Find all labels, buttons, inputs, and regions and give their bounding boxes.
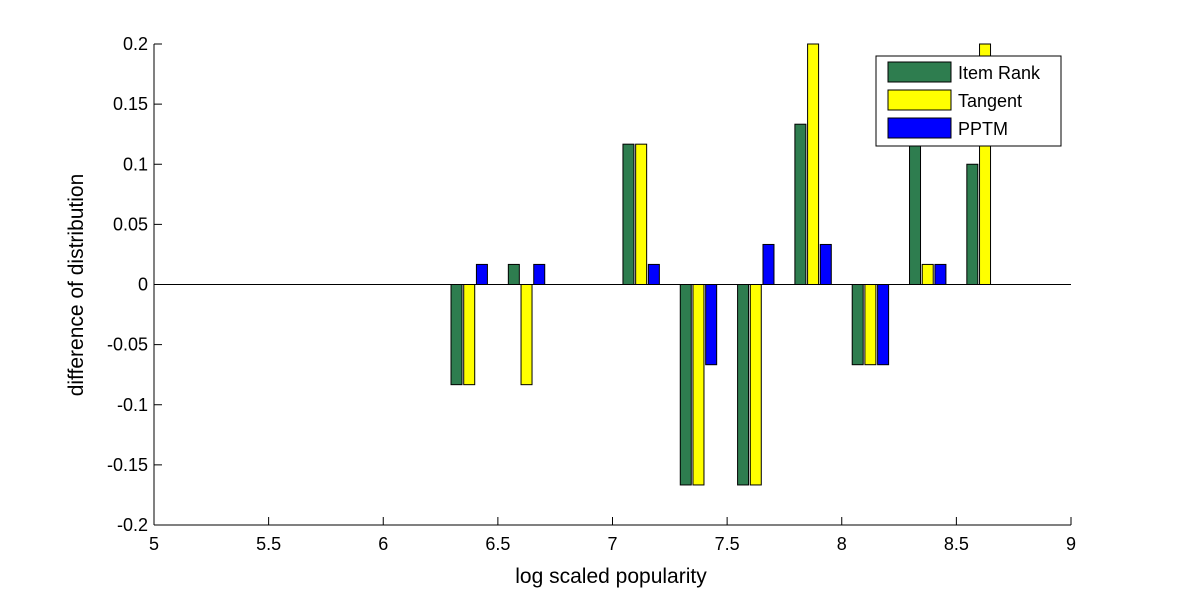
bar-pptm-2	[647, 263, 660, 285]
bar-item-rank-2	[622, 143, 635, 285]
legend-label-tangent: Tangent	[958, 91, 1022, 111]
bar-item-rank-3	[679, 284, 692, 486]
bar-tangent-0	[463, 284, 476, 386]
x-tick-label: 5.5	[256, 534, 281, 554]
x-tick-label: 7.5	[715, 534, 740, 554]
axes-group: 5 5.5 6 6.5 7 7.5 8 8.5 9 -0.2 -0.15 -0.1 -0.05 0 0.05…	[107, 34, 1076, 554]
bar-pptm-0	[475, 263, 488, 285]
y-tick-label: -0.15	[107, 455, 148, 475]
bar-item-rank-7	[909, 143, 922, 285]
bar-tangent-3	[692, 284, 705, 486]
y-axis-label: difference of distribution	[65, 174, 88, 397]
y-tick-label: 0.1	[123, 154, 148, 174]
legend-swatch-item-rank	[887, 61, 952, 83]
x-tick-label: 5	[149, 534, 159, 554]
bar-tangent-2	[635, 143, 648, 285]
legend-label-item-rank: Item Rank	[958, 63, 1041, 83]
x-tick-label: 6.5	[485, 534, 510, 554]
bar-item-rank-5	[794, 123, 807, 285]
bar-pptm-1	[533, 263, 546, 285]
x-tick-label: 9	[1066, 534, 1076, 554]
y-tick-label: 0.15	[113, 94, 148, 114]
x-tick-label: 7	[607, 534, 617, 554]
bar-tangent-6	[864, 284, 877, 366]
bar-item-rank-6	[851, 284, 864, 366]
bar-item-rank-0	[450, 284, 463, 386]
bar-tangent-4	[749, 284, 762, 486]
y-tick-label: -0.05	[107, 335, 148, 355]
bar-pptm-3	[705, 284, 718, 366]
x-tick-label: 8.5	[944, 534, 969, 554]
x-tick-label: 6	[378, 534, 388, 554]
bar-tangent-7	[921, 263, 934, 285]
bar-pptm-5	[819, 243, 832, 286]
bar-pptm-7	[934, 263, 947, 285]
legend-swatch-pptm	[887, 117, 952, 139]
y-tick-label: 0.05	[113, 214, 148, 234]
bar-pptm-6	[877, 284, 890, 366]
legend-swatch-tangent	[887, 89, 952, 111]
bar-tangent-1	[520, 284, 533, 386]
bar-tangent-5	[807, 43, 820, 285]
y-tick-label: -0.1	[117, 395, 148, 415]
y-tick-label: 0.2	[123, 34, 148, 54]
x-tick-label: 8	[837, 534, 847, 554]
legend-label-pptm: PPTM	[958, 119, 1008, 139]
y-tick-label: 0	[138, 275, 148, 295]
bar-pptm-4	[762, 243, 775, 286]
legend: Item Rank Tangent PPTM	[875, 55, 1062, 147]
bar-item-rank-8	[966, 163, 979, 285]
y-tick-label: -0.2	[117, 515, 148, 535]
x-axis-label: log scaled popularity	[515, 565, 707, 588]
bar-item-rank-1	[507, 263, 520, 285]
bar-item-rank-4	[737, 284, 750, 486]
